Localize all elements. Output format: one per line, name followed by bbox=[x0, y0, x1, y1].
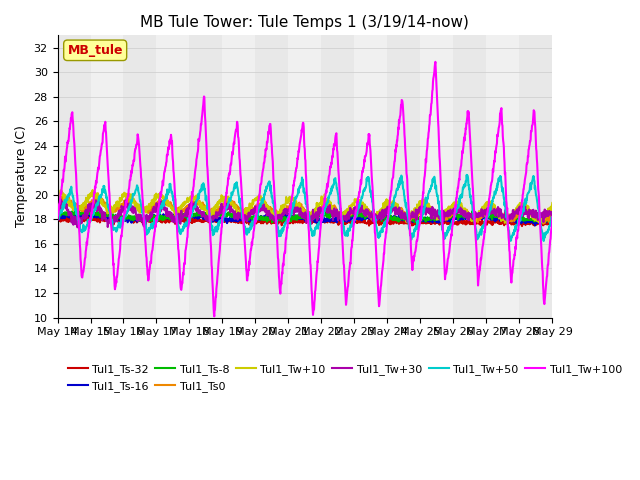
Bar bbox=[420, 36, 453, 318]
Bar bbox=[289, 36, 321, 318]
Bar bbox=[189, 36, 223, 318]
Bar bbox=[453, 36, 486, 318]
Legend: Tul1_Ts-32, Tul1_Ts-16, Tul1_Ts-8, Tul1_Ts0, Tul1_Tw+10, Tul1_Tw+30, Tul1_Tw+50,: Tul1_Ts-32, Tul1_Ts-16, Tul1_Ts-8, Tul1_… bbox=[63, 360, 626, 396]
Bar bbox=[90, 36, 124, 318]
Bar bbox=[552, 36, 586, 318]
Bar bbox=[58, 36, 90, 318]
Bar bbox=[321, 36, 355, 318]
Title: MB Tule Tower: Tule Temps 1 (3/19/14-now): MB Tule Tower: Tule Temps 1 (3/19/14-now… bbox=[140, 15, 469, 30]
Y-axis label: Temperature (C): Temperature (C) bbox=[15, 125, 28, 228]
Bar bbox=[223, 36, 255, 318]
Bar bbox=[255, 36, 289, 318]
Bar bbox=[355, 36, 387, 318]
Text: MB_tule: MB_tule bbox=[67, 44, 123, 57]
Bar bbox=[387, 36, 420, 318]
Bar bbox=[157, 36, 189, 318]
Bar bbox=[486, 36, 519, 318]
Bar bbox=[519, 36, 552, 318]
Bar bbox=[124, 36, 157, 318]
